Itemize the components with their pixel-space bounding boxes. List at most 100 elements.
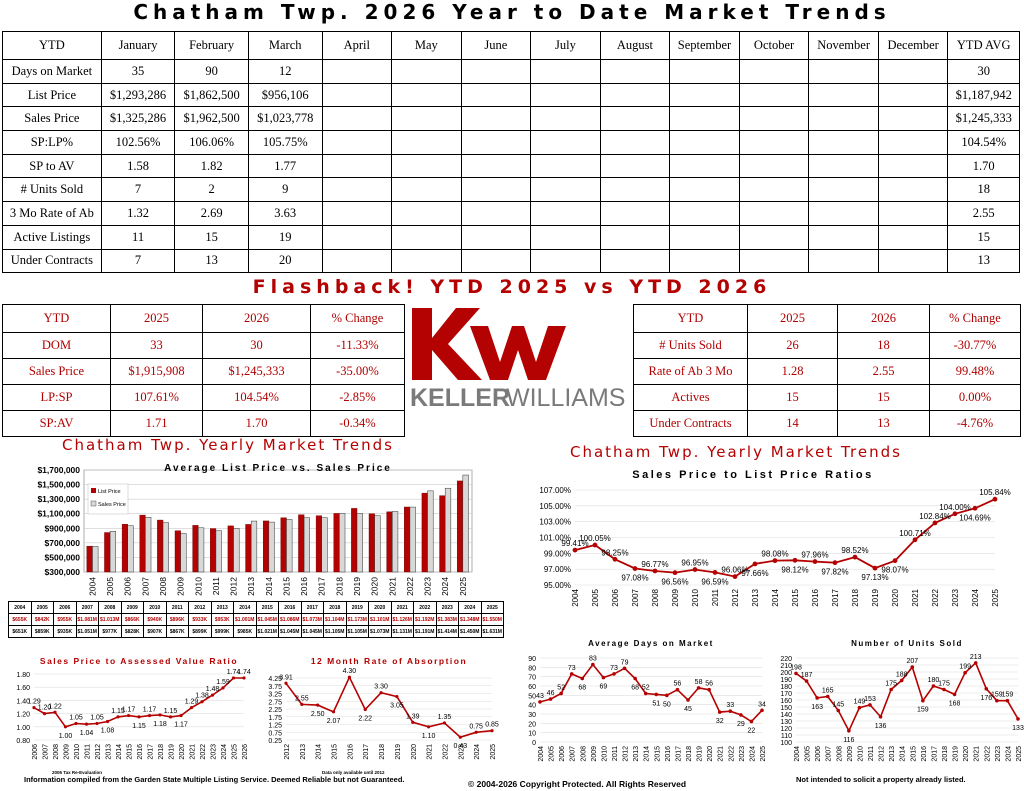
row-label: Actives <box>633 384 748 411</box>
chart-footnote: 2006 Tax Re-Evaluation <box>52 770 102 775</box>
x-tick-label: 2010 <box>601 746 608 762</box>
header-cell: % Change <box>929 304 1021 333</box>
data-cell: 30 <box>202 332 311 359</box>
data-cell <box>738 153 810 179</box>
x-tick-label: 2021 <box>387 577 397 596</box>
data-label: 99.41% <box>561 539 588 548</box>
x-tick-label: 2023 <box>951 588 960 606</box>
price-cell: $896K <box>165 613 189 626</box>
data-cell: -4.76% <box>929 410 1021 437</box>
chart-footnote: Data only available until 2012 <box>322 770 385 775</box>
list-price-bar <box>333 513 340 573</box>
x-tick-label: 2020 <box>891 588 900 606</box>
y-tick-label: 20 <box>528 721 536 728</box>
data-point <box>836 708 841 713</box>
table-row: Sales Price $1,915,908 $1,245,333 -35.00% <box>2 358 405 385</box>
data-cell <box>530 248 601 274</box>
list-price-bar <box>104 532 111 573</box>
data-cell: 102.56% <box>100 130 176 155</box>
data-point <box>889 687 893 692</box>
list-price-bar <box>404 506 411 573</box>
data-cell <box>808 59 879 84</box>
data-point <box>749 719 754 724</box>
data-cell: 13 <box>837 410 930 437</box>
x-tick-label: 2024 <box>474 744 481 760</box>
sales-price-bar <box>198 527 205 573</box>
data-label: 1.17 <box>143 707 157 714</box>
x-tick-label: 2014 <box>116 744 123 760</box>
data-point <box>137 715 141 719</box>
data-label: 159 <box>917 707 929 714</box>
data-point <box>442 721 447 725</box>
data-point <box>612 556 618 562</box>
sales-price-bar <box>250 520 258 573</box>
data-label: 2.55 <box>295 695 309 702</box>
y-tick-label: $900,000 <box>45 523 81 533</box>
x-tick-label: 2015 <box>654 746 661 762</box>
data-label: 104.69% <box>959 513 991 522</box>
data-label: 1.15 <box>132 723 146 730</box>
data-point <box>300 702 304 706</box>
data-cell <box>877 224 949 250</box>
data-cell: 2.55 <box>947 201 1020 226</box>
y-tick-label: 100 <box>780 740 792 747</box>
data-cell <box>669 153 740 179</box>
data-point <box>168 715 173 719</box>
y-tick-label: $500,000 <box>45 552 81 562</box>
y-tick-label: 140 <box>780 712 792 719</box>
x-tick-label: 2021 <box>427 744 434 760</box>
x-tick-label: 2018 <box>379 744 386 760</box>
data-point <box>572 547 578 553</box>
kw-williams: WILLIAMS <box>506 384 625 412</box>
list-price-bar <box>86 545 93 573</box>
data-label: 1.74 <box>237 669 251 676</box>
list-price-bar <box>421 492 428 573</box>
data-cell <box>391 130 462 155</box>
data-point <box>633 676 637 681</box>
table-row: Actives 15 15 0.00% <box>633 384 1021 411</box>
table-row: Under Contracts 14 13 -4.76% <box>633 410 1021 437</box>
table-row: Rate of Ab 3 Mo 1.28 2.55 99.48% <box>633 358 1021 385</box>
data-label: 175 <box>885 681 897 688</box>
year-cell: 2024 <box>458 601 482 614</box>
x-tick-label: 2017 <box>675 746 682 762</box>
data-cell <box>669 59 740 84</box>
x-tick-label: 2007 <box>570 746 577 762</box>
x-tick-label: 2005 <box>105 577 115 596</box>
x-tick-label: 2018 <box>686 746 693 762</box>
x-tick-label: 2020 <box>707 746 714 762</box>
table-row: LP:SP 107.61% 104.54% -2.85% <box>2 384 405 411</box>
data-cell: $1,962,500 <box>174 106 249 132</box>
data-point <box>760 708 764 713</box>
data-cell: 9 <box>247 177 323 203</box>
y-tick-label: 1.20 <box>16 712 30 719</box>
page-title: Chatham Twp. 2026 Year to Date Market Tr… <box>133 0 891 24</box>
data-point <box>932 520 938 526</box>
price-cell: $955K <box>53 613 77 626</box>
x-tick-label: 2004 <box>571 588 580 606</box>
year-cell: 2018 <box>323 601 347 614</box>
data-point <box>696 686 701 690</box>
data-point <box>200 700 204 704</box>
data-label: 96.77% <box>641 560 668 569</box>
x-tick-label: 2012 <box>879 746 886 762</box>
data-point <box>728 709 733 713</box>
data-point <box>963 670 967 675</box>
data-point <box>363 707 367 712</box>
y-tick-label: $1,300,000 <box>37 494 80 504</box>
row-label: Sales Price <box>2 358 111 385</box>
days-on-market-chart: Average Days on Market 0 10 20 30 40 50 60 70 80 9… <box>528 639 767 762</box>
list-vs-sales-bar-chart: $300,000 $500,000 $700,000 $900,000 $1,100,0… <box>37 463 473 596</box>
kw-keller: KELLER <box>410 384 510 412</box>
data-point <box>847 729 851 733</box>
price-cell: $859K <box>30 625 54 638</box>
x-tick-label: 2014 <box>644 746 651 762</box>
data-cell: $956,106 <box>247 82 323 108</box>
x-tick-label: 2018 <box>851 588 860 606</box>
year-cell: 2019 <box>345 601 369 614</box>
data-cell: -0.34% <box>310 410 405 437</box>
data-cell <box>530 201 601 226</box>
data-cell <box>391 106 462 132</box>
x-tick-label: 2012 <box>284 744 291 760</box>
x-tick-label: 2011 <box>612 746 619 761</box>
